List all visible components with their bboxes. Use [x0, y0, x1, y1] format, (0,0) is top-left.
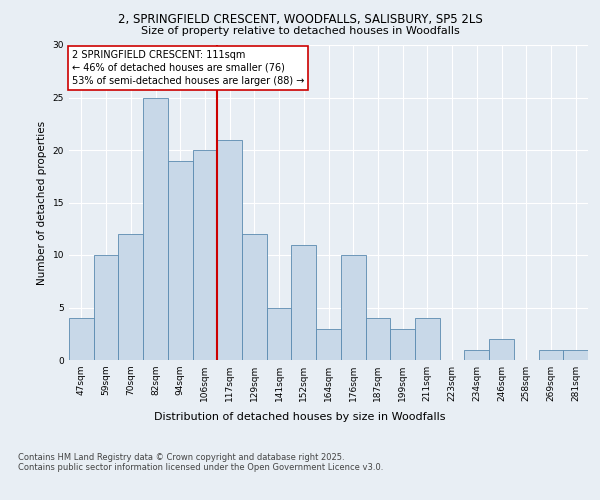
Bar [267, 308, 292, 360]
Bar [94, 255, 118, 360]
Bar [464, 350, 489, 360]
Bar [539, 350, 563, 360]
Bar [489, 339, 514, 360]
Bar [365, 318, 390, 360]
Bar [292, 244, 316, 360]
Text: Contains HM Land Registry data © Crown copyright and database right 2025.: Contains HM Land Registry data © Crown c… [18, 454, 344, 462]
Text: Distribution of detached houses by size in Woodfalls: Distribution of detached houses by size … [154, 412, 446, 422]
Bar [415, 318, 440, 360]
Text: Size of property relative to detached houses in Woodfalls: Size of property relative to detached ho… [140, 26, 460, 36]
Bar [316, 328, 341, 360]
Bar [563, 350, 588, 360]
Text: Contains public sector information licensed under the Open Government Licence v3: Contains public sector information licen… [18, 464, 383, 472]
Bar [168, 160, 193, 360]
Text: 2 SPRINGFIELD CRESCENT: 111sqm
← 46% of detached houses are smaller (76)
53% of : 2 SPRINGFIELD CRESCENT: 111sqm ← 46% of … [71, 50, 304, 86]
Bar [341, 255, 365, 360]
Bar [69, 318, 94, 360]
Bar [143, 98, 168, 360]
Y-axis label: Number of detached properties: Number of detached properties [37, 120, 47, 284]
Bar [390, 328, 415, 360]
Bar [217, 140, 242, 360]
Bar [193, 150, 217, 360]
Bar [242, 234, 267, 360]
Bar [118, 234, 143, 360]
Text: 2, SPRINGFIELD CRESCENT, WOODFALLS, SALISBURY, SP5 2LS: 2, SPRINGFIELD CRESCENT, WOODFALLS, SALI… [118, 12, 482, 26]
